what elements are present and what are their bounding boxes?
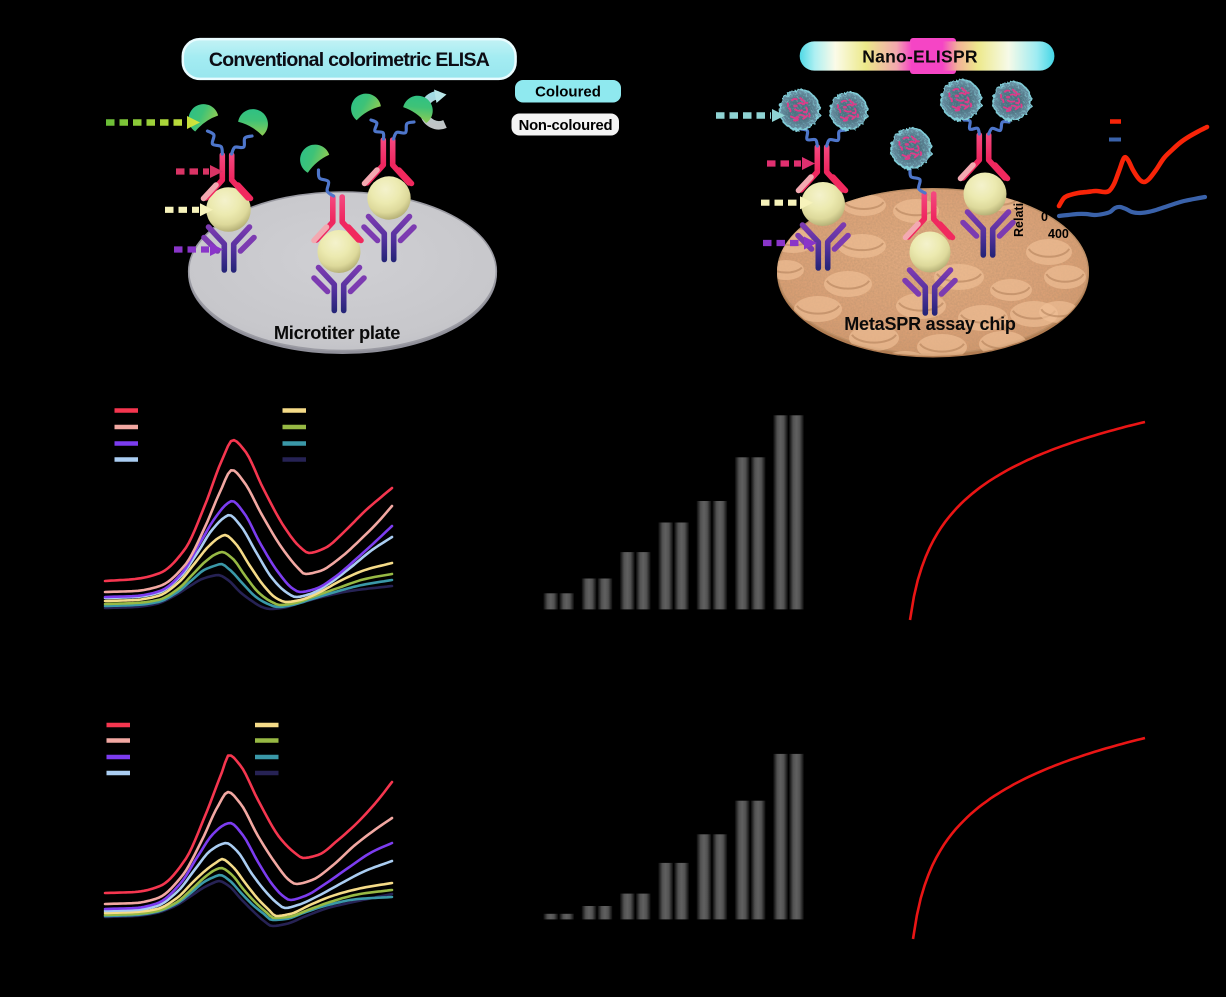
svg-text:Non-coloured: Non-coloured — [519, 118, 613, 134]
svg-text:400: 400 — [1048, 227, 1069, 241]
svg-text:Relati: Relati — [1012, 203, 1026, 237]
svg-text:Nano-ELISPR: Nano-ELISPR — [862, 47, 978, 67]
svg-text:0: 0 — [1041, 210, 1048, 224]
svg-text:Conventional colorimetric ELIS: Conventional colorimetric ELISA — [209, 49, 490, 71]
svg-text:Microtiter plate: Microtiter plate — [274, 322, 400, 343]
svg-text:MetaSPR assay chip: MetaSPR assay chip — [844, 314, 1016, 334]
svg-text:Coloured: Coloured — [535, 84, 601, 101]
